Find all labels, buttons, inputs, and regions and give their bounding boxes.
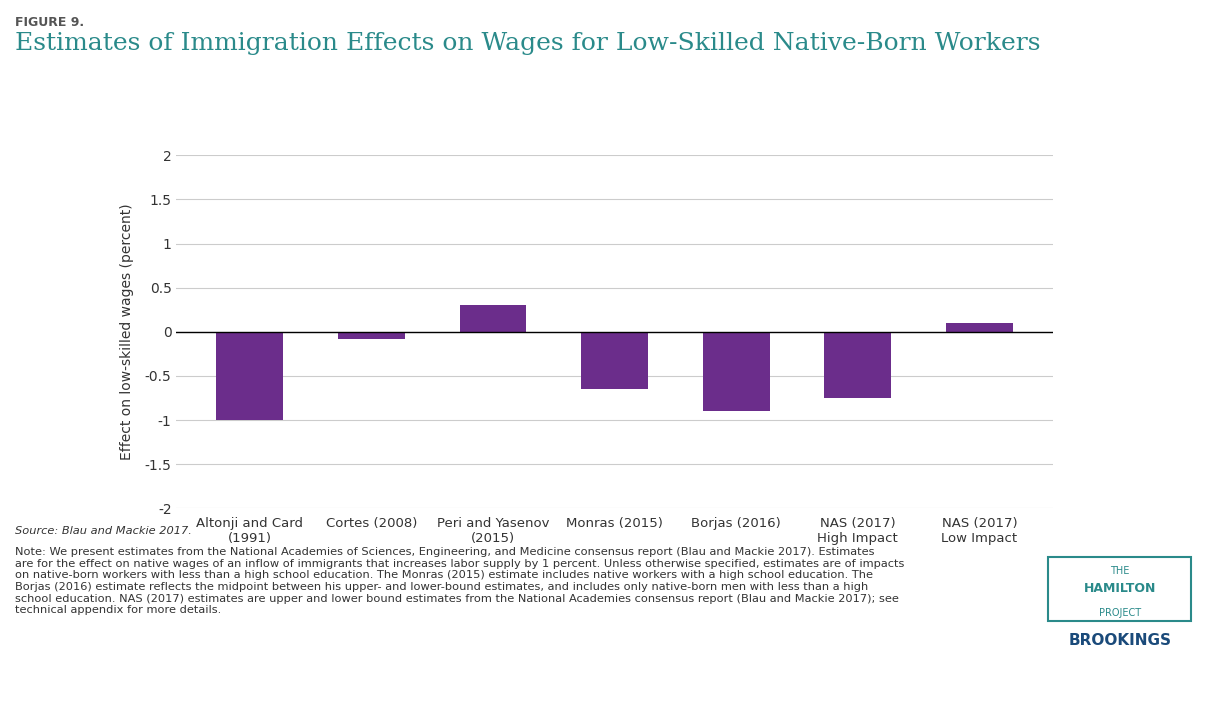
Text: Estimates of Immigration Effects on Wages for Low-Skilled Native-Born Workers: Estimates of Immigration Effects on Wage… bbox=[15, 32, 1041, 55]
Text: Source: Blau and Mackie 2017.: Source: Blau and Mackie 2017. bbox=[15, 526, 191, 536]
Text: FIGURE 9.: FIGURE 9. bbox=[15, 16, 84, 28]
Text: HAMILTON: HAMILTON bbox=[1083, 582, 1156, 595]
Bar bbox=[702, 332, 769, 411]
Bar bbox=[824, 332, 891, 398]
Y-axis label: Effect on low-skilled wages (percent): Effect on low-skilled wages (percent) bbox=[119, 203, 134, 460]
Text: PROJECT: PROJECT bbox=[1099, 608, 1140, 618]
Text: BROOKINGS: BROOKINGS bbox=[1069, 633, 1171, 648]
Bar bbox=[217, 332, 284, 420]
Bar bbox=[1049, 557, 1190, 621]
Bar bbox=[460, 305, 527, 332]
Bar bbox=[582, 332, 647, 389]
Bar bbox=[946, 323, 1013, 332]
Bar bbox=[338, 332, 405, 339]
Text: Note: We present estimates from the National Academies of Sciences, Engineering,: Note: We present estimates from the Nati… bbox=[15, 547, 904, 615]
Text: THE: THE bbox=[1110, 566, 1129, 576]
